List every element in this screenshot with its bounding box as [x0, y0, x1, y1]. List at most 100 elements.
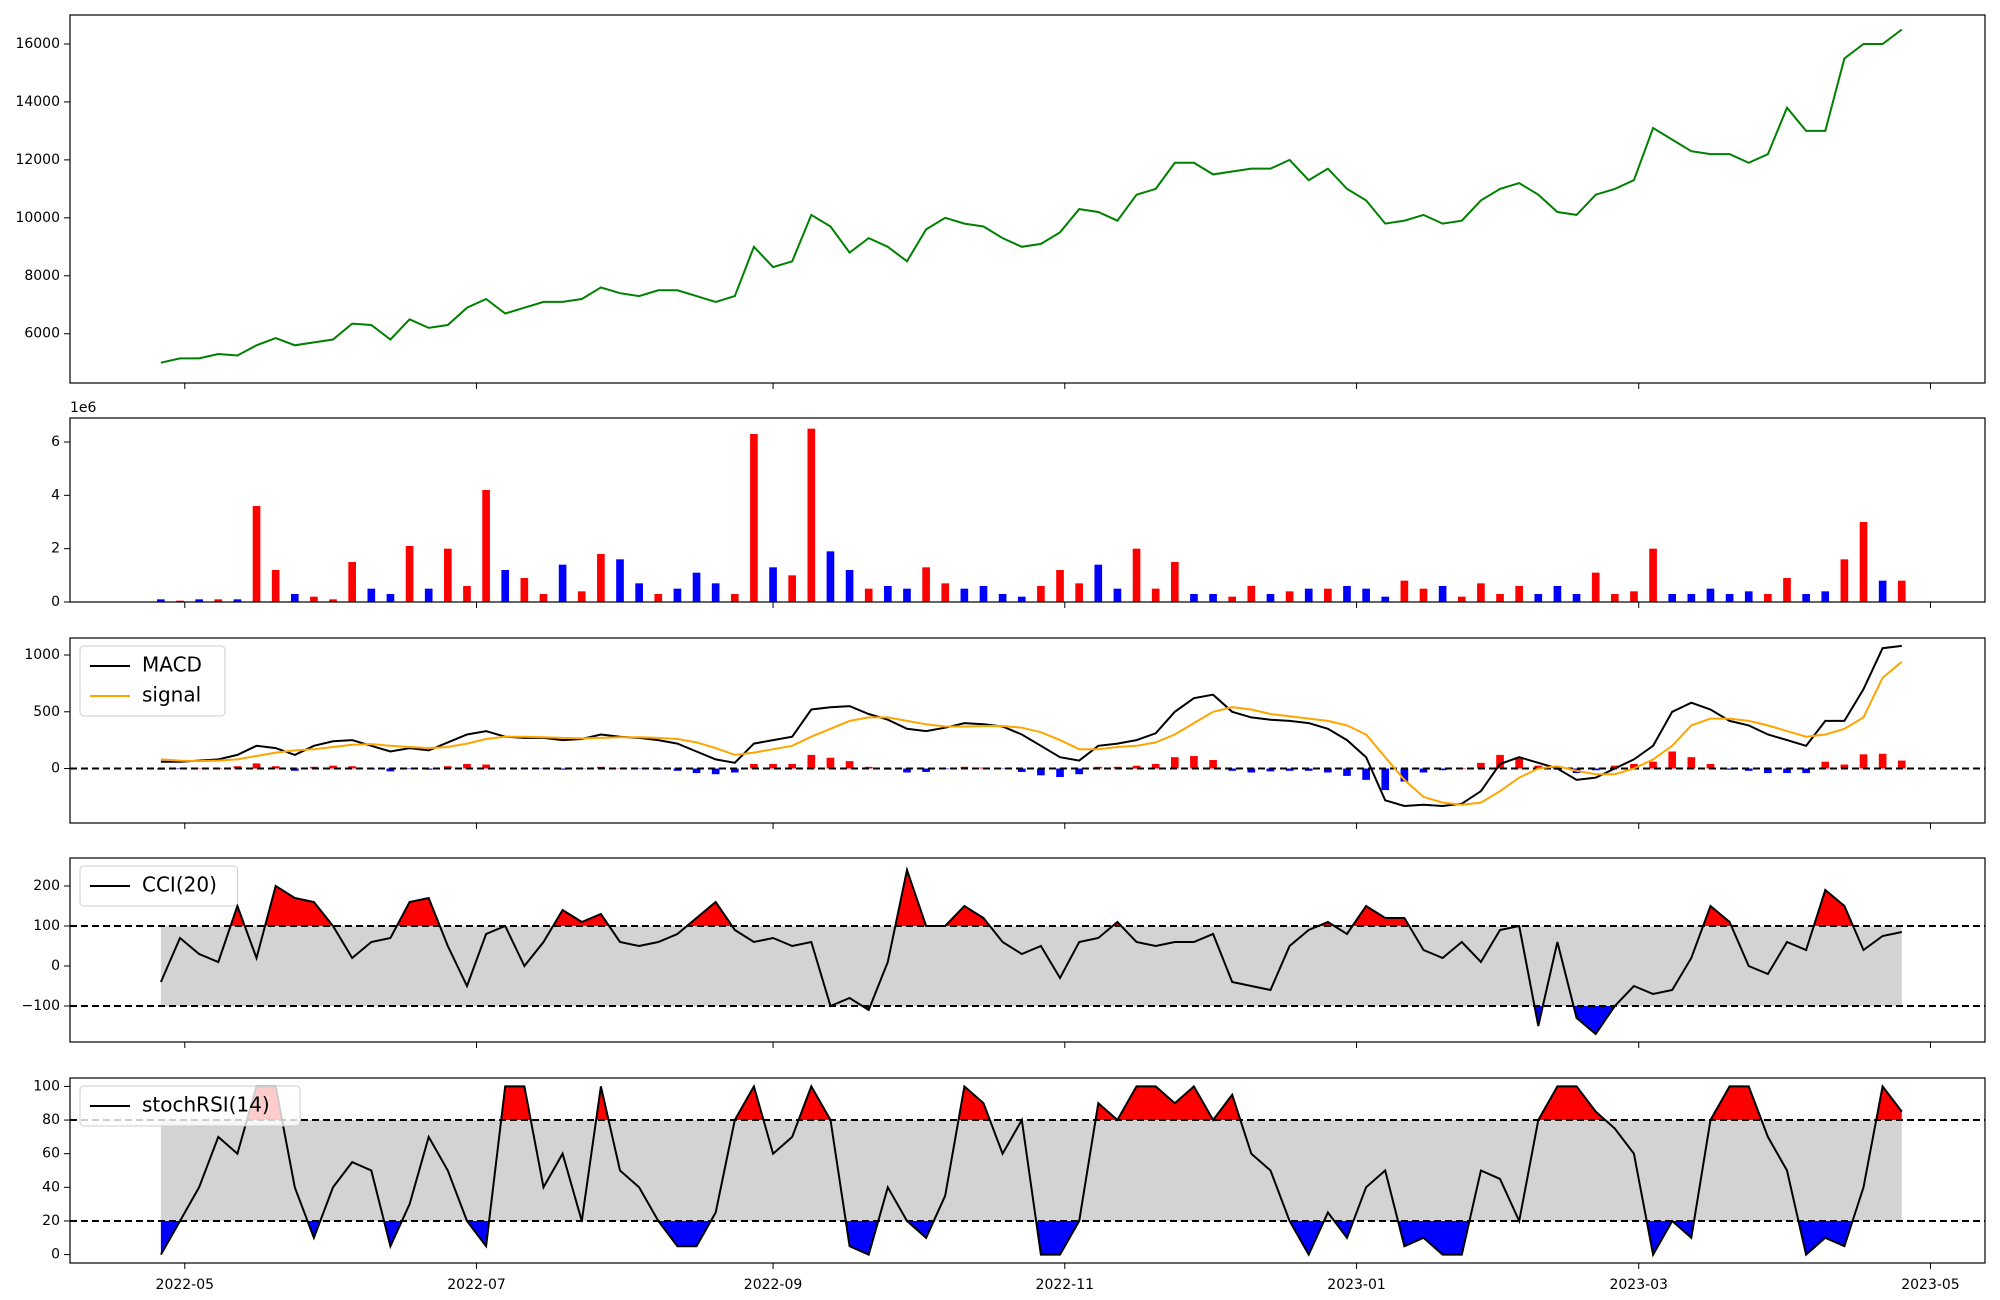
volume-bar — [1247, 586, 1256, 602]
y-tick-label: 12000 — [15, 152, 60, 168]
histogram-bar — [1515, 758, 1523, 769]
axes-frame — [69, 417, 1986, 603]
volume-bar — [1572, 594, 1581, 602]
histogram-bar — [1438, 768, 1447, 771]
y-tick-label: 20 — [42, 1213, 60, 1229]
volume-bar — [1304, 588, 1313, 602]
y-tick-label: 0 — [51, 958, 60, 974]
volume-bar — [1897, 580, 1906, 602]
y-tick-label: −100 — [22, 998, 60, 1014]
histogram-bar — [1725, 768, 1734, 770]
y-tick-label: 10000 — [15, 210, 60, 226]
volume-bar — [348, 562, 357, 602]
legend-box — [79, 1085, 301, 1127]
y-tick-label: 8000 — [24, 268, 60, 284]
indicator-line — [160, 661, 1903, 806]
volume-bar — [214, 599, 223, 602]
volume-bar — [1381, 596, 1390, 602]
plot-background — [70, 15, 1985, 383]
histogram-bar — [1285, 768, 1294, 771]
histogram-bar — [1649, 761, 1657, 769]
volume-bar — [463, 586, 471, 602]
plot-background — [70, 638, 1985, 823]
y-tick-label: 200 — [33, 878, 60, 894]
histogram-bar — [1878, 753, 1887, 769]
volume-bar — [1324, 588, 1332, 602]
y-tick-label: 0 — [51, 594, 60, 610]
volume-bar — [673, 588, 682, 602]
x-tick-label: 2022-09 — [744, 1277, 803, 1293]
volume-bar — [1840, 559, 1849, 602]
x-tick-label: 2022-05 — [156, 1277, 215, 1293]
histogram-bar — [1783, 768, 1791, 774]
volume-bar — [884, 586, 892, 602]
histogram-bar — [826, 757, 835, 769]
histogram-bar — [1324, 768, 1332, 773]
y-tick-label: 6000 — [24, 326, 60, 342]
histogram-bar — [1802, 768, 1810, 774]
histogram-bar — [1821, 761, 1830, 769]
volume-bar — [769, 567, 777, 602]
histogram-bar — [1247, 768, 1256, 773]
histogram-bar — [405, 768, 414, 770]
volume-bar — [1343, 586, 1351, 602]
y-tick-label: 6 — [51, 434, 60, 450]
histogram-bar — [1228, 768, 1237, 771]
volume-bar — [424, 588, 433, 602]
volume-bar — [1285, 591, 1294, 602]
volume-bar — [597, 554, 605, 602]
volume-bar — [1477, 583, 1485, 602]
histogram-bar — [692, 768, 701, 774]
histogram-bar — [1209, 760, 1217, 769]
volume-bar — [157, 599, 165, 602]
y-tick-label: 0 — [51, 761, 60, 777]
x-tick-label: 2023-03 — [1609, 1277, 1668, 1293]
histogram-bar — [463, 763, 471, 769]
volume-bar — [329, 599, 337, 602]
histogram-bar — [1400, 768, 1409, 782]
axes-frame — [69, 857, 1986, 1043]
volume-bar — [539, 594, 548, 602]
histogram-bar — [1764, 768, 1772, 774]
legend-label: stochRSI(14) — [142, 1093, 270, 1117]
histogram-bar — [1897, 760, 1906, 769]
histogram-bar — [750, 763, 758, 769]
volume-bar — [1037, 586, 1045, 602]
volume-bar — [195, 599, 203, 602]
histogram-bar — [1419, 768, 1428, 773]
volume-bar — [1859, 522, 1868, 602]
volume-bar — [941, 583, 950, 602]
y-tick-label: 4 — [51, 487, 60, 503]
y-tick-label: 0 — [51, 1247, 60, 1263]
volume-bar — [577, 591, 586, 602]
volume-bar — [788, 575, 797, 602]
legend-label: signal — [142, 683, 201, 707]
volume-bar — [635, 583, 643, 602]
histogram-bar — [348, 766, 357, 769]
histogram-bar — [1496, 754, 1504, 769]
histogram-bar — [673, 768, 682, 771]
volume-bar — [903, 588, 911, 602]
x-tick-label: 2022-07 — [447, 1277, 506, 1293]
histogram-bar — [252, 763, 261, 769]
volume-bar — [845, 570, 854, 602]
histogram-bar — [1190, 756, 1198, 769]
volume-bar — [1094, 564, 1103, 602]
histogram-bar — [1744, 768, 1753, 771]
legend-box — [79, 865, 238, 907]
histogram-bar — [1362, 768, 1370, 780]
histogram-bar — [386, 768, 395, 772]
histogram-bar — [903, 768, 911, 773]
volume-bar — [1190, 594, 1198, 602]
legend-label: MACD — [142, 653, 202, 677]
neutral-band — [160, 926, 1902, 1006]
volume-bar — [1802, 594, 1810, 602]
volume-bar — [750, 434, 758, 602]
volume-bar — [998, 594, 1007, 602]
histogram-bar — [329, 765, 337, 769]
volume-bar — [482, 490, 490, 602]
volume-bar — [1209, 594, 1217, 602]
plot-background — [70, 418, 1985, 602]
volume-bar — [711, 583, 720, 602]
